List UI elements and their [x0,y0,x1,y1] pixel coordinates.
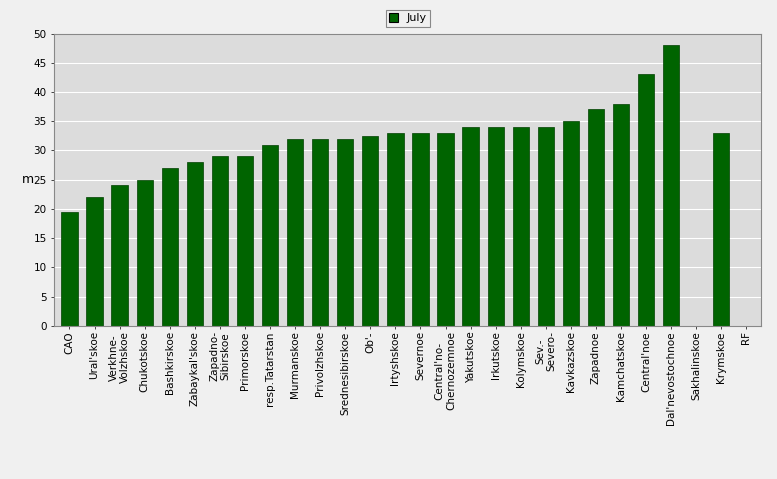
Bar [713,133,730,326]
Legend: July: July [385,10,430,27]
Bar [563,121,579,326]
Bar [513,127,529,326]
Bar [211,156,228,326]
Bar [362,136,378,326]
Y-axis label: m: m [22,173,34,186]
Bar [437,133,454,326]
Bar [613,103,629,326]
Bar [538,127,554,326]
Bar [262,145,278,326]
Bar [638,74,654,326]
Bar [86,197,103,326]
Bar [61,212,78,326]
Bar [312,139,329,326]
Bar [287,139,303,326]
Bar [137,180,153,326]
Bar [186,162,203,326]
Bar [237,156,253,326]
Bar [337,139,354,326]
Bar [462,127,479,326]
Bar [413,133,429,326]
Bar [387,133,403,326]
Bar [663,45,679,326]
Bar [111,185,127,326]
Bar [588,110,605,326]
Bar [162,168,178,326]
Bar [487,127,503,326]
